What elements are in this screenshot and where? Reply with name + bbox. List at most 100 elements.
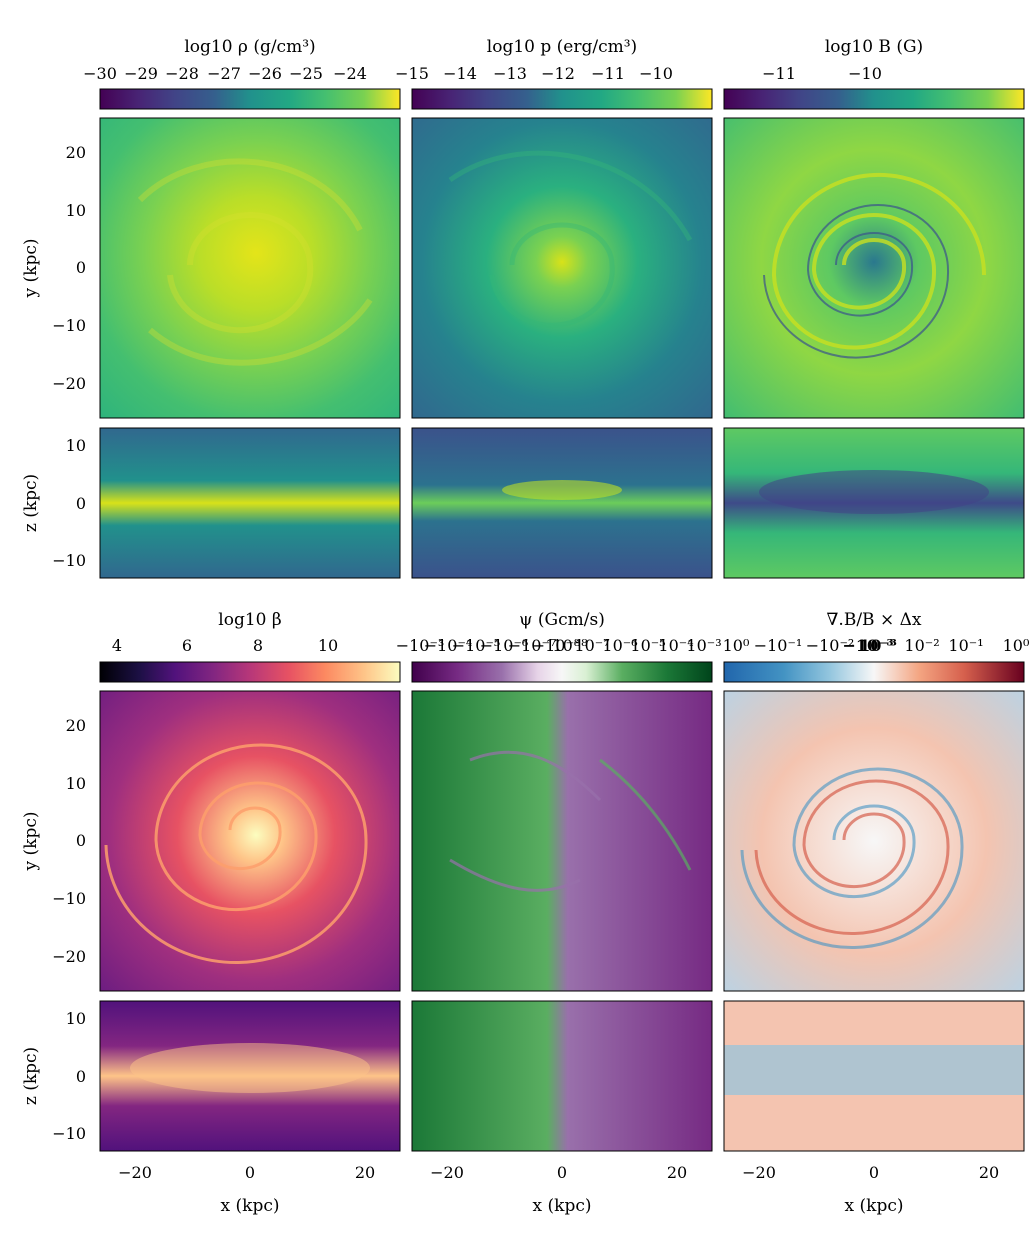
panel-divb-edgeon [723, 1000, 1025, 1152]
colorbar-title-b: log10 B (G) [825, 37, 923, 57]
cb-ticks-beta: 4 6 8 10 [112, 636, 338, 655]
cb-ticks-rho: −30 −29 −28 −27 −26 −25 −24 [83, 64, 367, 83]
cb-tick: 10⁻³ [859, 636, 897, 655]
cb-tick: −12 [541, 64, 575, 83]
panel-psi-faceon [411, 690, 713, 992]
colorbar-divb [723, 661, 1025, 683]
cb-tick: 10⁻³ [686, 636, 721, 655]
z-tick: −10 [52, 551, 86, 570]
cb-tick: −14 [443, 64, 477, 83]
colorbar-p [411, 88, 713, 110]
cb-tick: 10 [318, 636, 338, 655]
x-ticks-col1: −20 0 20 [118, 1163, 375, 1182]
x-ticks-col3: −20 0 20 [742, 1163, 999, 1182]
cb-tick: 10⁻⁵ [630, 636, 665, 655]
z-axis-label: z (kpc) [21, 1047, 41, 1105]
cb-tick: −10⁻⁸ [532, 636, 581, 655]
cb-tick: 10⁻⁶ [602, 636, 637, 655]
cb-ticks-b: −11 −10 [762, 64, 882, 83]
colorbar-title-rho: log10 ρ (g/cm³) [184, 37, 315, 57]
cb-tick: −26 [248, 64, 282, 83]
x-axis-label: x (kpc) [845, 1196, 904, 1216]
cb-tick: 10⁻¹ [948, 636, 983, 655]
y-tick: 10 [66, 774, 86, 793]
colorbar-beta [99, 661, 401, 683]
x-ticks-col2: −20 0 20 [430, 1163, 687, 1182]
cb-tick: −13 [493, 64, 527, 83]
z-tick: 0 [76, 1067, 86, 1086]
cb-tick: −11 [591, 64, 625, 83]
y-tick: −10 [52, 889, 86, 908]
cb-tick: 8 [253, 636, 263, 655]
colorbar-title-psi: ψ (Gcm/s) [519, 610, 605, 630]
y-tick: 20 [66, 143, 86, 162]
panel-b-faceon [723, 117, 1025, 419]
cb-tick: −10⁻⁵ [452, 636, 501, 655]
x-axis-label: x (kpc) [533, 1196, 592, 1216]
cb-tick: −11 [762, 64, 796, 83]
y-ticks-row2: 20 10 0 −10 −20 [52, 716, 86, 966]
z-tick: 10 [66, 1009, 86, 1028]
x-tick: 0 [869, 1163, 879, 1182]
cb-tick: −28 [165, 64, 199, 83]
colorbar-psi [411, 661, 713, 683]
y-tick: −20 [52, 947, 86, 966]
x-tick: 0 [557, 1163, 567, 1182]
z-tick: 10 [66, 436, 86, 455]
panel-psi-edgeon [411, 1000, 713, 1152]
z-ticks-row1: 10 0 −10 [52, 436, 86, 570]
z-axis-label: z (kpc) [21, 474, 41, 532]
y-tick: −10 [52, 316, 86, 335]
panel-beta-edgeon [99, 1000, 401, 1152]
y-axis-label: y (kpc) [21, 239, 41, 299]
cb-ticks-p: −15 −14 −13 −12 −11 −10 [395, 64, 673, 83]
x-tick: 0 [245, 1163, 255, 1182]
x-tick: −20 [118, 1163, 152, 1182]
cb-tick: −10 [639, 64, 673, 83]
y-tick: 20 [66, 716, 86, 735]
cb-tick: −27 [207, 64, 241, 83]
cb-tick: −10⁻⁷ [508, 636, 557, 655]
cb-tick: 10⁻⁷ [574, 636, 609, 655]
panel-rho-faceon [99, 117, 401, 419]
x-tick: 20 [979, 1163, 999, 1182]
cb-tick: 4 [112, 636, 122, 655]
x-tick: 20 [355, 1163, 375, 1182]
x-tick: −20 [742, 1163, 776, 1182]
cb-ticks-divb: 10⁰ −10⁻¹ −10⁻² −10⁻³ 10⁻³ 10⁻² 10⁻¹ 10⁰ [723, 636, 1030, 655]
cb-tick: 10⁰ [723, 636, 750, 655]
panel-rho-edgeon [99, 427, 401, 579]
x-tick: −20 [430, 1163, 464, 1182]
colorbar-b [723, 88, 1025, 110]
z-tick: −10 [52, 1124, 86, 1143]
cb-tick: −30 [83, 64, 117, 83]
panel-beta-faceon [99, 690, 401, 992]
cb-tick: −10⁻² [806, 636, 855, 655]
cb-tick: −10⁻¹ [754, 636, 803, 655]
x-tick: 20 [667, 1163, 687, 1182]
y-ticks-row1: 20 10 0 −10 −20 [52, 143, 86, 393]
z-tick: 0 [76, 494, 86, 513]
colorbar-rho [99, 88, 401, 110]
y-tick: 0 [76, 258, 86, 277]
y-tick: 0 [76, 831, 86, 850]
cb-tick: −29 [124, 64, 158, 83]
cb-tick: −10⁻³ [396, 636, 445, 655]
cb-tick: 10⁰ [1003, 636, 1030, 655]
panel-b-edgeon [723, 427, 1025, 579]
y-axis-label: y (kpc) [21, 812, 41, 872]
cb-ticks-psi: −10⁻³ −10⁻⁴ −10⁻⁵ −10⁻⁶ −10⁻⁷ −10⁻⁸ 10⁻⁸… [396, 636, 722, 655]
cb-tick: −10⁻⁶ [480, 636, 529, 655]
cb-tick: 6 [182, 636, 192, 655]
cb-tick: −10⁻⁴ [424, 636, 473, 655]
panel-divb-faceon [723, 690, 1025, 992]
colorbar-title-beta: log10 β [218, 610, 281, 630]
cb-tick: −10⁻³ [842, 636, 893, 655]
y-tick: −20 [52, 374, 86, 393]
panel-p-faceon [411, 117, 713, 419]
colorbar-title-divb: ∇.B/B × Δx [827, 610, 922, 630]
cb-tick: −15 [395, 64, 429, 83]
z-ticks-row2: 10 0 −10 [52, 1009, 86, 1143]
cb-tick: −10 [848, 64, 882, 83]
